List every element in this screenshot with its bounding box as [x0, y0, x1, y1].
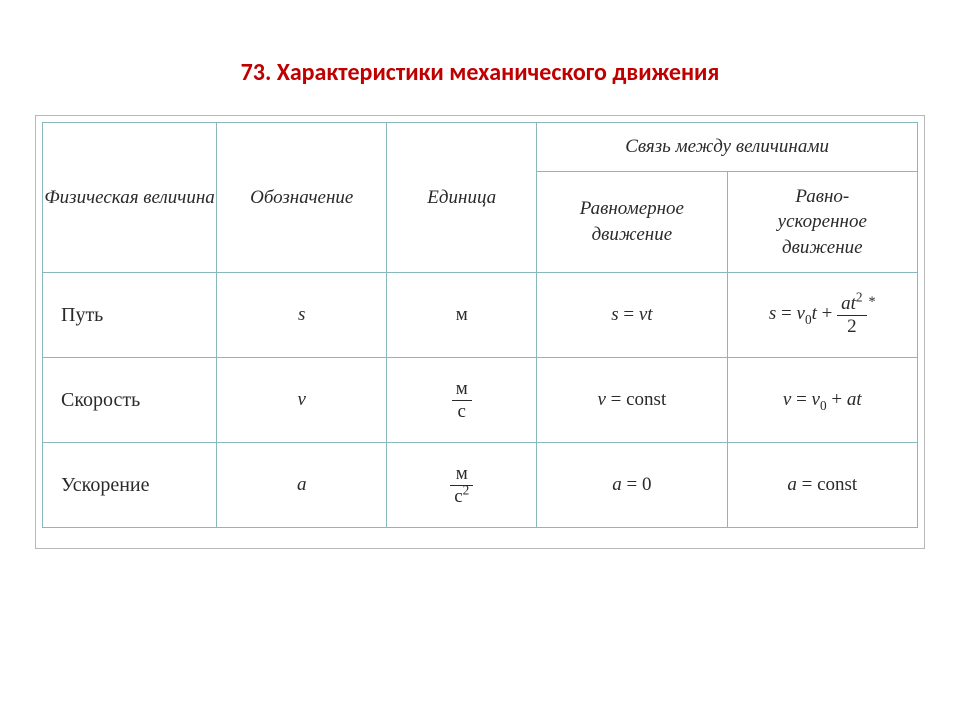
header-rel-accel-l2: ускоренное — [778, 211, 867, 232]
header-rel-uniform: Равномерное движение — [537, 172, 727, 273]
f: с — [452, 400, 472, 422]
formula-accel-accel: a = const — [787, 474, 857, 495]
row-accel-uniform: a = 0 — [537, 443, 727, 528]
row-speed-uniform: v = const — [537, 358, 727, 443]
f: t — [856, 389, 861, 410]
footnote-star: * — [869, 294, 876, 310]
row-speed-label: Скорость — [43, 358, 217, 443]
f: = — [781, 303, 796, 324]
table-container: Физическая величина Обозначение Единица … — [35, 115, 925, 549]
f: = — [802, 474, 813, 495]
row-path-unit: м — [387, 273, 537, 358]
f: v — [797, 303, 805, 324]
table-row-accel: Ускорение a м с2 a = 0 — [43, 443, 918, 528]
frac-den: 2 — [837, 315, 866, 337]
f: t — [812, 303, 817, 324]
physics-table: Физическая величина Обозначение Единица … — [42, 122, 918, 528]
row-path-label: Путь — [43, 273, 217, 358]
formula-accel-uniform: a = 0 — [612, 474, 651, 495]
row-path-uniform: s = vt — [537, 273, 727, 358]
f: v — [597, 389, 605, 410]
table-row-speed: Скорость v м с v = const — [43, 358, 918, 443]
row-speed-unit: м с — [387, 358, 537, 443]
f: v — [812, 389, 820, 410]
unit-m-s: м с — [452, 379, 472, 422]
row-path-accel: s = v0t + at2 2 * — [727, 273, 917, 358]
f: 0 — [805, 312, 812, 327]
f: s — [611, 304, 618, 325]
frac-num: at2 — [837, 294, 866, 315]
f: с2 — [450, 485, 473, 507]
formula-path-accel: s = v0t + at2 2 * — [769, 303, 876, 324]
f: const — [626, 389, 666, 410]
f: v — [639, 304, 647, 325]
frac-at2-2: at2 2 — [837, 294, 866, 337]
header-rel-accel-l1: Равно- — [795, 186, 849, 207]
table-row-path: Путь s м s = vt s = v0t + — [43, 273, 918, 358]
f: t — [647, 304, 652, 325]
f: = — [623, 304, 634, 325]
row-accel-unit: м с2 — [387, 443, 537, 528]
f: = — [611, 389, 622, 410]
f: 2 — [856, 289, 863, 304]
row-speed-sym: v — [217, 358, 387, 443]
row-speed-accel: v = v0 + at — [727, 358, 917, 443]
f: a — [787, 474, 797, 495]
f: v — [783, 389, 791, 410]
page-title: 73. Характеристики механического движени… — [0, 58, 960, 87]
f: м — [452, 379, 472, 400]
f: + — [831, 389, 842, 410]
page: 73. Характеристики механического движени… — [0, 0, 960, 720]
header-rel-group: Связь между величинами — [537, 123, 918, 172]
row-path-sym: s — [217, 273, 387, 358]
f: 2 — [463, 482, 470, 497]
f: 0 — [820, 398, 827, 413]
f: с — [454, 486, 462, 507]
row-accel-sym: a — [217, 443, 387, 528]
row-accel-accel: a = const — [727, 443, 917, 528]
f: a — [612, 474, 622, 495]
f: s — [769, 303, 776, 324]
header-rel-accel-l3: движение — [782, 237, 863, 258]
unit-m-s2: м с2 — [450, 464, 473, 507]
f: a — [841, 293, 851, 314]
header-row-1: Физическая величина Обозначение Единица … — [43, 123, 918, 172]
f: = — [627, 474, 638, 495]
row-accel-label: Ускорение — [43, 443, 217, 528]
formula-speed-uniform: v = const — [597, 389, 666, 410]
formula-path-uniform: s = vt — [611, 304, 652, 325]
f: a — [847, 389, 857, 410]
formula-speed-accel: v = v0 + at — [783, 389, 862, 410]
header-phys: Физическая величина — [43, 123, 217, 273]
header-unit: Единица — [387, 123, 537, 273]
f: = — [796, 389, 807, 410]
f: const — [817, 474, 857, 495]
header-sym: Обозначение — [217, 123, 387, 273]
f: 0 — [642, 474, 652, 495]
f: + — [822, 303, 833, 324]
header-rel-accel: Равно- ускоренное движение — [727, 172, 917, 273]
